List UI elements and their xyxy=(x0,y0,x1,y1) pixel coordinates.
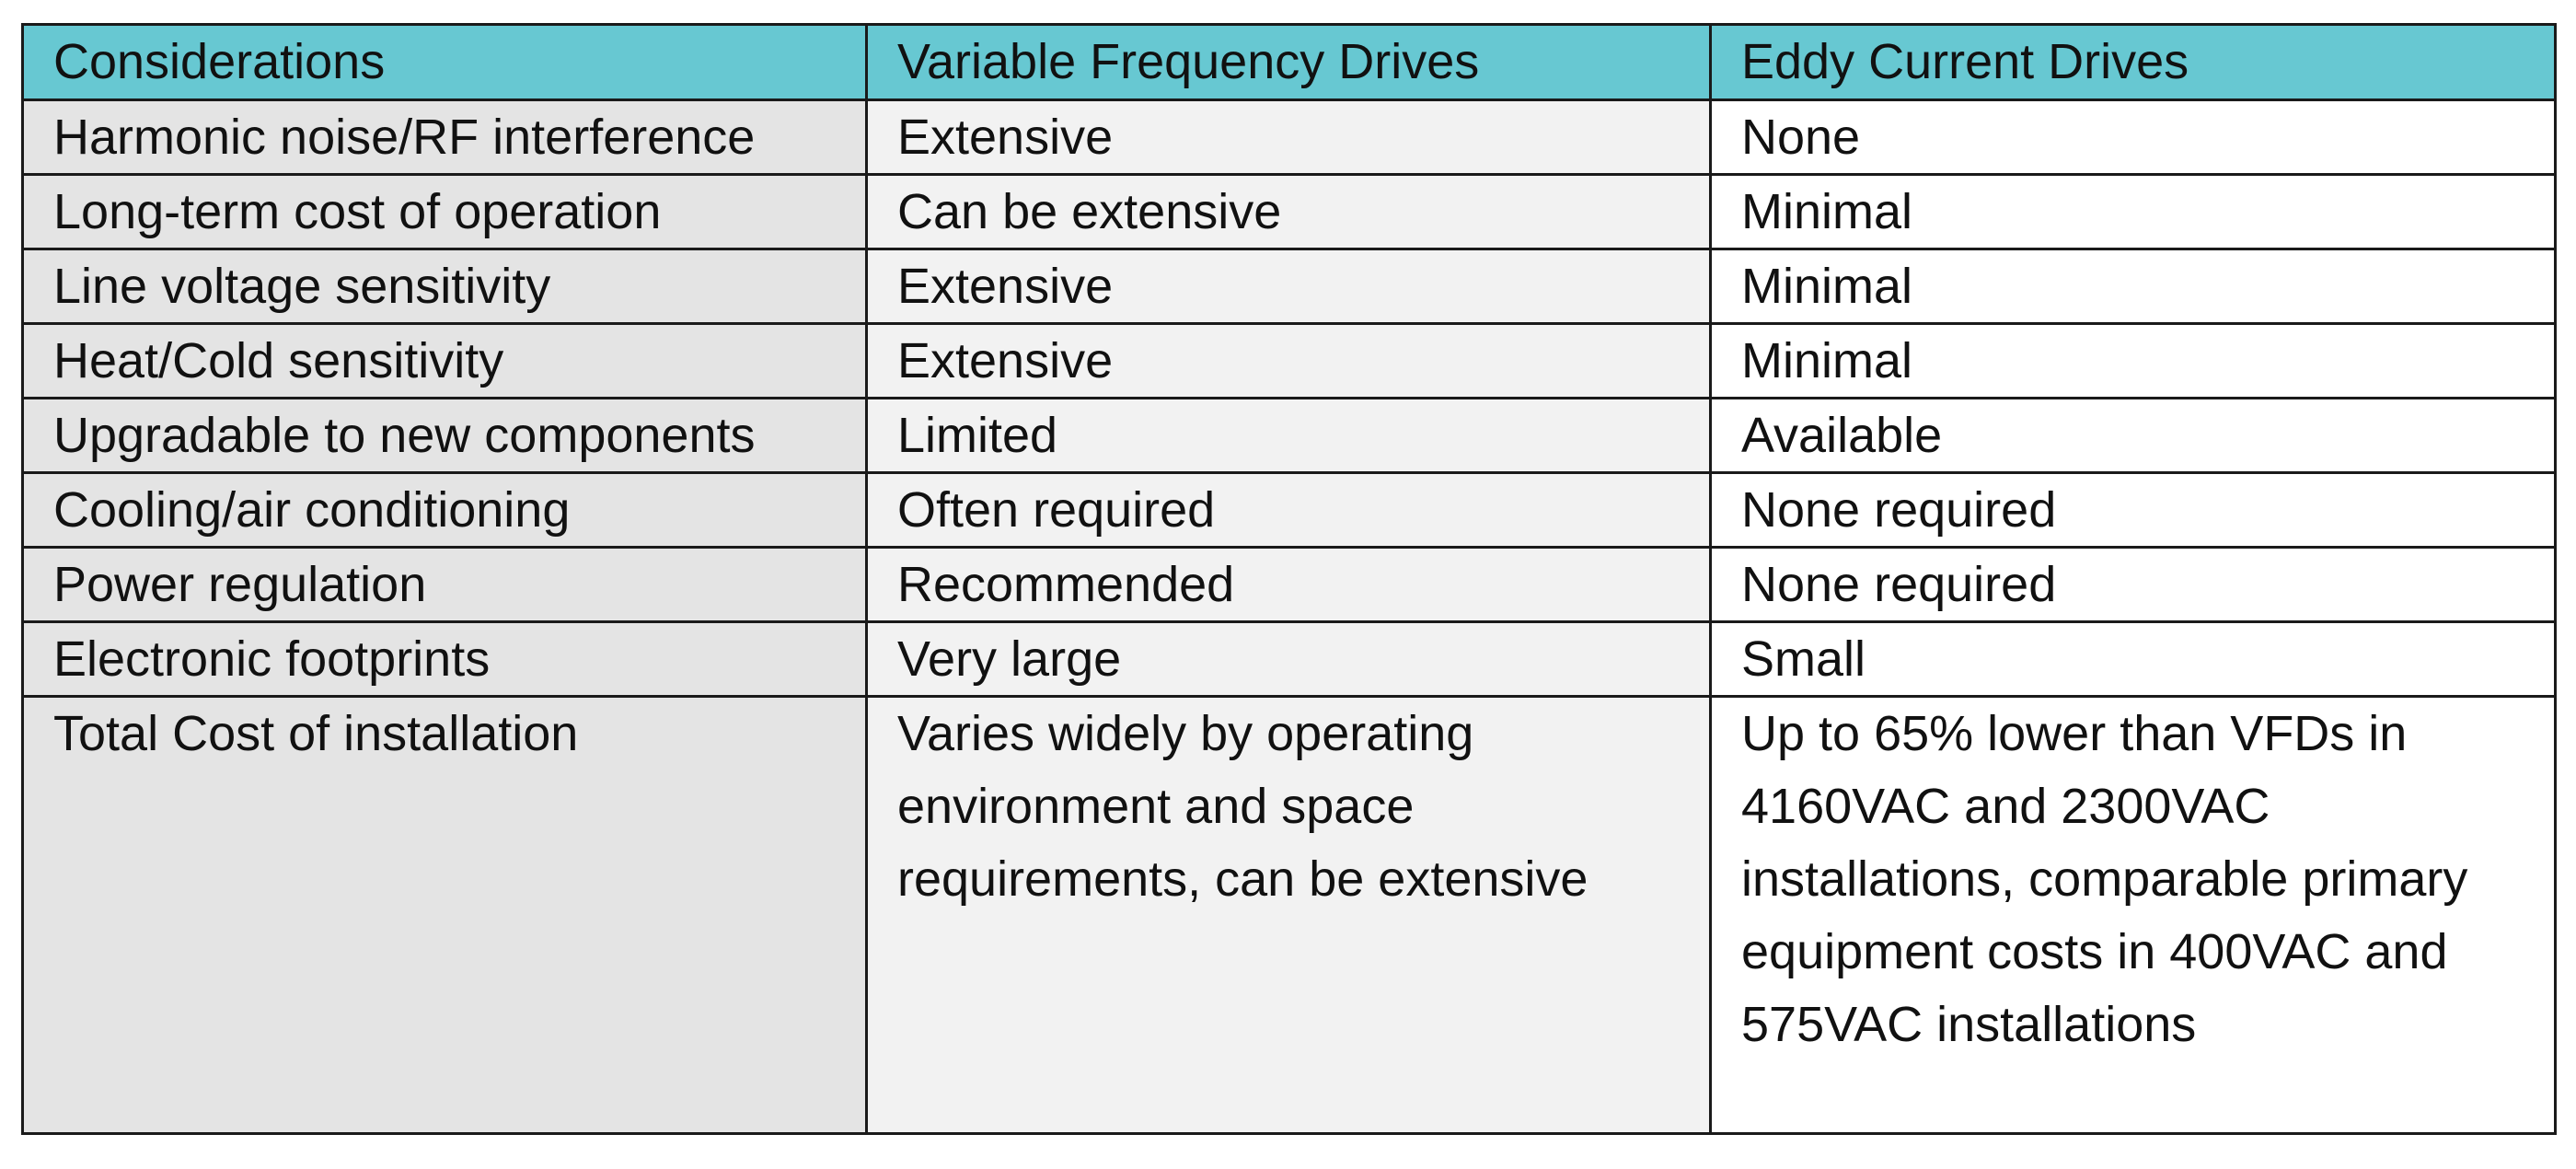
cell-eddy-value: None required xyxy=(1709,546,2557,623)
header-variable-frequency-drives: Variable Frequency Drives xyxy=(865,23,1712,101)
cell-eddy-value: Available xyxy=(1709,397,2557,474)
comparison-table-container: Considerations Variable Frequency Drives… xyxy=(21,23,2557,1135)
cell-vfd-value: Varies widely by operating environment a… xyxy=(865,695,1712,1135)
cell-eddy-value: Minimal xyxy=(1709,248,2557,325)
header-considerations: Considerations xyxy=(21,23,868,101)
table-row: Harmonic noise/RF interference Extensive… xyxy=(21,98,2557,176)
table-row: Power regulation Recommended None requir… xyxy=(21,546,2557,623)
cell-consideration: Upgradable to new components xyxy=(21,397,868,474)
cell-eddy-value: Minimal xyxy=(1709,173,2557,250)
cell-vfd-value: Recommended xyxy=(865,546,1712,623)
cell-consideration: Total Cost of installation xyxy=(21,695,868,1135)
cell-vfd-value: Can be extensive xyxy=(865,173,1712,250)
cell-vfd-value: Very large xyxy=(865,620,1712,698)
cell-vfd-value: Often required xyxy=(865,471,1712,549)
comparison-table: Considerations Variable Frequency Drives… xyxy=(21,23,2557,1135)
cell-consideration: Electronic footprints xyxy=(21,620,868,698)
cell-vfd-value: Extensive xyxy=(865,322,1712,399)
cell-vfd-value: Limited xyxy=(865,397,1712,474)
table-body: Harmonic noise/RF interference Extensive… xyxy=(21,98,2557,1135)
header-row: Considerations Variable Frequency Drives… xyxy=(21,23,2557,101)
cell-eddy-value: None xyxy=(1709,98,2557,176)
cell-vfd-value: Extensive xyxy=(865,248,1712,325)
cell-eddy-value: Up to 65% lower than VFDs in 4160VAC and… xyxy=(1709,695,2557,1135)
cell-consideration: Heat/Cold sensitivity xyxy=(21,322,868,399)
cell-eddy-value: Small xyxy=(1709,620,2557,698)
table-row: Long-term cost of operation Can be exten… xyxy=(21,173,2557,250)
table-row: Electronic footprints Very large Small xyxy=(21,620,2557,698)
cell-consideration: Cooling/air conditioning xyxy=(21,471,868,549)
table-row: Total Cost of installation Varies widely… xyxy=(21,695,2557,1135)
table-row: Line voltage sensitivity Extensive Minim… xyxy=(21,248,2557,325)
cell-consideration: Line voltage sensitivity xyxy=(21,248,868,325)
table-row: Heat/Cold sensitivity Extensive Minimal xyxy=(21,322,2557,399)
cell-eddy-value: None required xyxy=(1709,471,2557,549)
cell-consideration: Power regulation xyxy=(21,546,868,623)
cell-eddy-value: Minimal xyxy=(1709,322,2557,399)
table-row: Upgradable to new components Limited Ava… xyxy=(21,397,2557,474)
cell-consideration: Long-term cost of operation xyxy=(21,173,868,250)
table-header: Considerations Variable Frequency Drives… xyxy=(21,23,2557,101)
table-row: Cooling/air conditioning Often required … xyxy=(21,471,2557,549)
header-eddy-current-drives: Eddy Current Drives xyxy=(1709,23,2557,101)
cell-consideration: Harmonic noise/RF interference xyxy=(21,98,868,176)
cell-vfd-value: Extensive xyxy=(865,98,1712,176)
